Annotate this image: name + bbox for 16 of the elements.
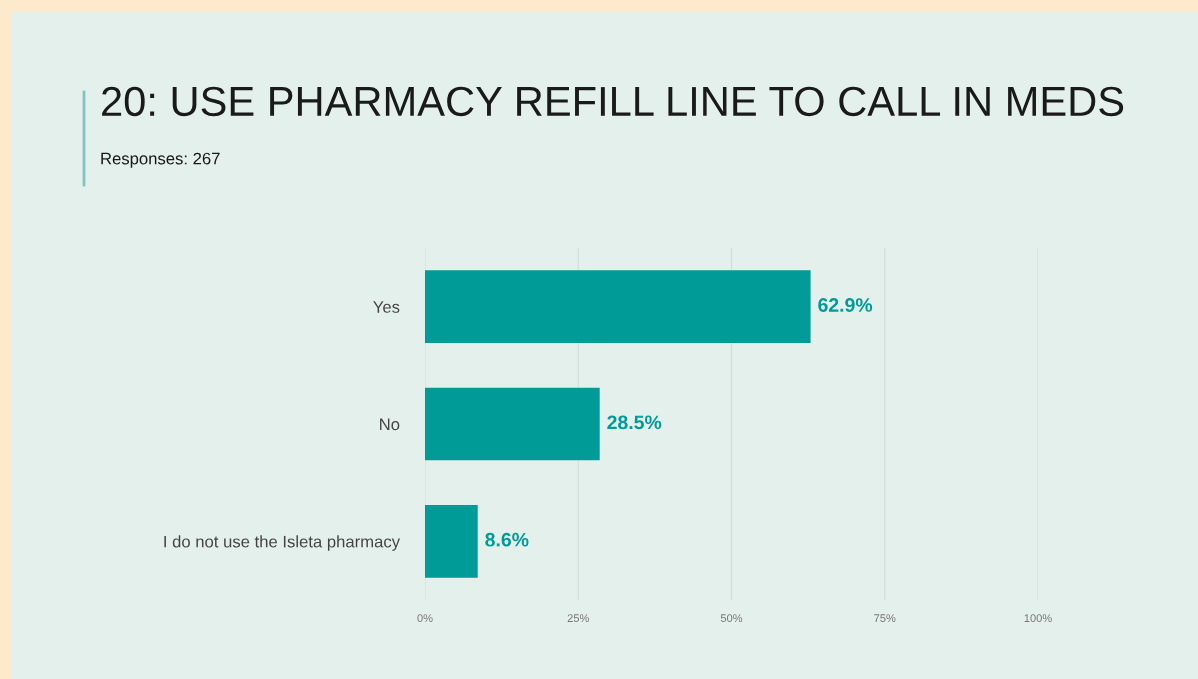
text: Responses: 267 (101, 152, 220, 168)
x-tick-label: 0% (417, 614, 433, 623)
bar (425, 270, 811, 344)
data-label: 28.5% (607, 415, 662, 430)
y-tick-label: Yes (373, 301, 400, 313)
data-label: 8.6% (485, 532, 529, 547)
bar (425, 504, 478, 578)
y-tick-label: No (380, 418, 400, 431)
bar (425, 387, 600, 461)
y-tick-label: I do not use the Isleta pharmacy (164, 535, 400, 551)
x-tick-label: 75% (874, 614, 896, 623)
x-tick-label: 50% (720, 614, 743, 623)
chart-title: 20: USE PHARMACY REFILL LINE TO CALL IN MEDS (102, 86, 1124, 117)
x-tick-label: 25% (567, 614, 589, 623)
x-tick-label: 100% (1024, 614, 1052, 623)
data-label: 62.9% (818, 298, 873, 312)
